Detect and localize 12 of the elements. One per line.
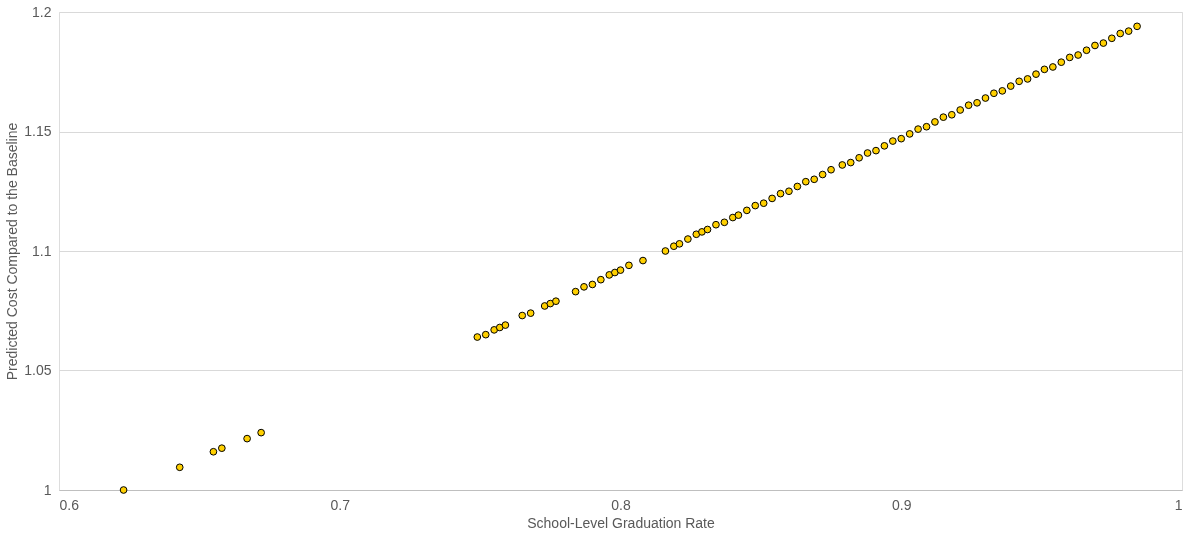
y-tick-label: 1.1 [32, 242, 52, 259]
x-tick-label: 1 [1174, 496, 1183, 513]
y-axis-title: Predicted Cost Compared to the Baseline [4, 122, 21, 381]
x-tick-label: 0.7 [330, 496, 351, 513]
y-tick-label: 1.2 [32, 3, 52, 20]
y-tick-label: 1.05 [24, 362, 52, 378]
x-tick-label: 0.9 [892, 496, 912, 513]
x-tick-label: 0.8 [611, 496, 631, 513]
y-tick-label: 1.15 [24, 123, 52, 139]
x-axis-title: School-Level Graduation Rate [527, 514, 715, 531]
x-tick-label: 0.6 [59, 496, 80, 513]
y-tick-label: 1 [43, 481, 52, 498]
